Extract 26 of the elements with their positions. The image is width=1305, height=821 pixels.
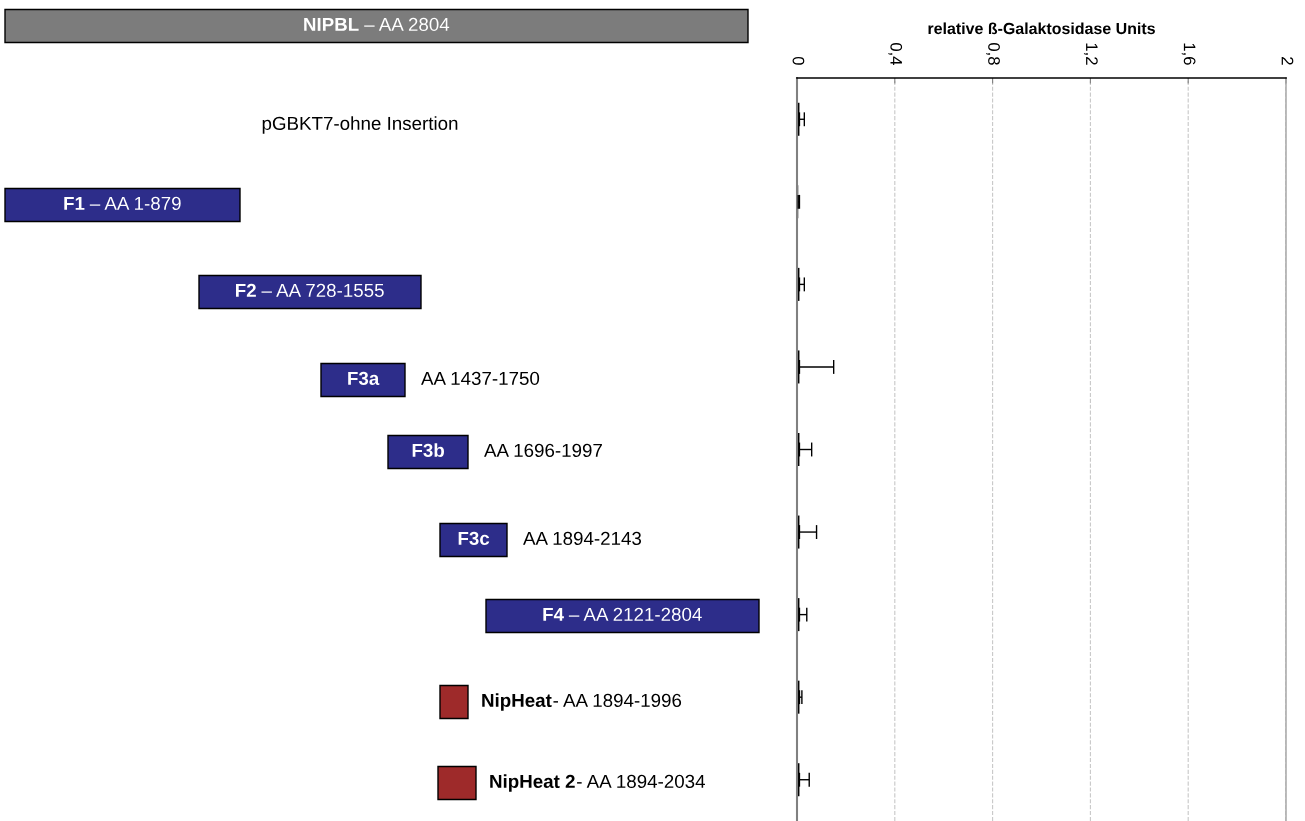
text: F3b xyxy=(412,443,444,458)
text: F2 xyxy=(236,283,256,297)
x-tick-label: 1,6 xyxy=(1181,43,1196,65)
text: pGBKT7-ohne Insertion xyxy=(262,116,458,134)
x-axis-title: relative ß-Galaktosidase Units xyxy=(928,22,1155,35)
text: NipHeat xyxy=(482,693,552,711)
text: F3c xyxy=(458,531,490,546)
text: - AA 1894-1996 xyxy=(553,693,682,708)
text: – AA 728-1555 xyxy=(261,283,384,298)
text: AA 1437-1750 xyxy=(421,371,540,386)
x-tick-label: 0,8 xyxy=(986,42,1000,65)
x-tick-label: 0,4 xyxy=(888,42,903,66)
text: AA 1894-2143 xyxy=(523,531,642,546)
text: - AA 1894-2034 xyxy=(577,774,705,789)
text: – AA 1-879 xyxy=(89,196,181,211)
x-tick-label: 1,2 xyxy=(1083,43,1098,65)
text: – AA 2121-2804 xyxy=(568,607,702,622)
text: NipHeat 2 xyxy=(490,774,575,792)
text: AA 1696-1997 xyxy=(484,443,602,458)
x-tick-label: 0 xyxy=(792,56,805,65)
text: F4 xyxy=(543,607,564,621)
text: F3a xyxy=(348,371,380,386)
text: F1 xyxy=(64,196,85,210)
text: NIPBL xyxy=(304,17,359,31)
text: – AA 2804 xyxy=(364,17,450,32)
x-tick-label: 2 xyxy=(1281,57,1294,65)
